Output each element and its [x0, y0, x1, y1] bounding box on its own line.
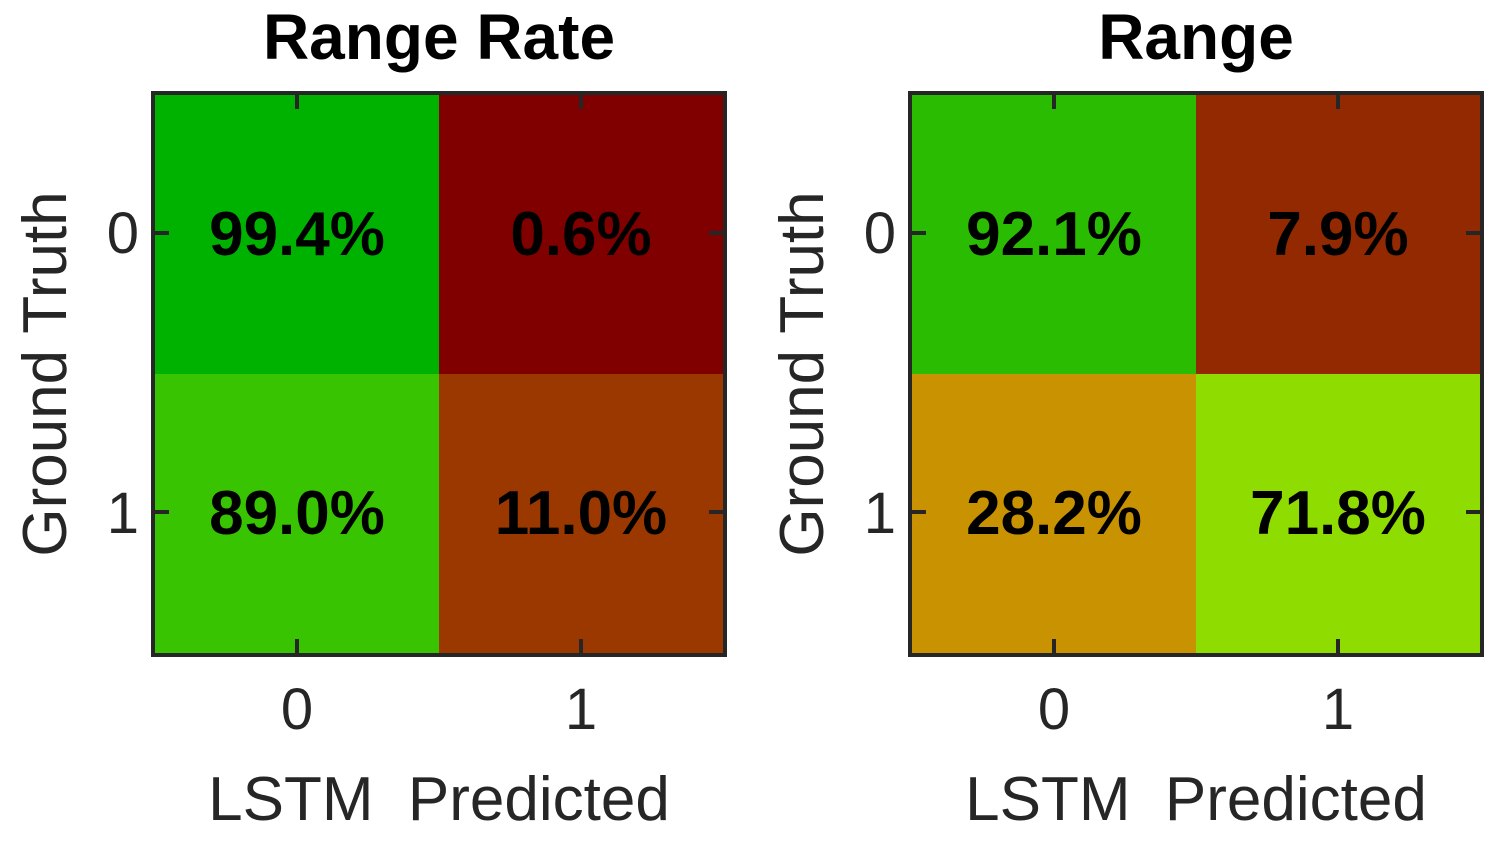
- matrix-axes: 99.4% 0.6% 89.0% 11.0%: [151, 91, 727, 657]
- cell-truth1-pred1: 11.0%: [439, 374, 723, 653]
- cell-truth1-pred0: 28.2%: [912, 374, 1196, 653]
- y-tick-label-0: 0: [106, 201, 139, 266]
- y-tick-label-0: 0: [863, 201, 896, 266]
- x-axis-label: LSTM Predicted: [208, 765, 670, 834]
- y-tick-mark-right-1: [1466, 510, 1480, 514]
- cell-truth1-pred0: 89.0%: [155, 374, 439, 653]
- cell-truth0-pred0: 99.4%: [155, 95, 439, 374]
- cell-truth0-pred1: 7.9%: [1196, 95, 1480, 374]
- y-tick-mark-right-0: [709, 231, 723, 235]
- x-tick-mark-top-0: [295, 95, 299, 109]
- y-tick-label-1: 1: [106, 481, 139, 546]
- y-tick-mark-left-1: [155, 510, 169, 514]
- matrix-grid: 92.1% 7.9% 28.2% 71.8%: [912, 95, 1480, 653]
- x-tick-mark-top-1: [579, 95, 583, 109]
- cell-truth0-pred1: 0.6%: [439, 95, 723, 374]
- x-tick-mark-bottom-1: [1336, 639, 1340, 653]
- x-tick-label-0: 0: [1037, 677, 1071, 742]
- cell-truth0-pred0: 92.1%: [912, 95, 1196, 374]
- x-tick-mark-top-1: [1336, 95, 1340, 109]
- y-tick-label-1: 1: [863, 481, 896, 546]
- matrix-axes: 92.1% 7.9% 28.2% 71.8%: [908, 91, 1484, 657]
- x-tick-label-1: 1: [1321, 677, 1355, 742]
- confusion-matrix-panel-range: Range Ground Truth 0 1 92.1% 7.9% 28.2% …: [757, 0, 1502, 851]
- x-tick-label-0: 0: [280, 677, 314, 742]
- x-tick-mark-bottom-1: [579, 639, 583, 653]
- chart-title: Range Rate: [262, 1, 616, 73]
- x-tick-label-1: 1: [564, 677, 598, 742]
- confusion-matrix-panel-range-rate: Range Rate Ground Truth 0 1 99.4% 0.6% 8…: [0, 0, 745, 851]
- x-tick-mark-top-0: [1052, 95, 1056, 109]
- y-tick-mark-left-0: [155, 231, 169, 235]
- y-tick-mark-left-0: [912, 231, 926, 235]
- x-tick-mark-bottom-0: [295, 639, 299, 653]
- chart-title: Range: [1098, 1, 1294, 73]
- cell-truth1-pred1: 71.8%: [1196, 374, 1480, 653]
- x-axis-label: LSTM Predicted: [965, 765, 1427, 834]
- matrix-grid: 99.4% 0.6% 89.0% 11.0%: [155, 95, 723, 653]
- y-tick-mark-left-1: [912, 510, 926, 514]
- x-tick-mark-bottom-0: [1052, 639, 1056, 653]
- y-tick-mark-right-1: [709, 510, 723, 514]
- y-tick-mark-right-0: [1466, 231, 1480, 235]
